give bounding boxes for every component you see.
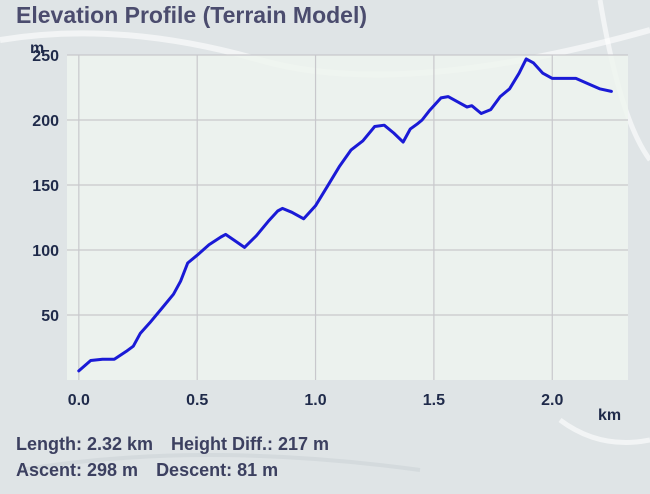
y-tick-label: 50 xyxy=(41,308,59,325)
x-tick-label: 1.0 xyxy=(304,392,326,409)
ascent-stat: Ascent: 298 m xyxy=(16,460,139,480)
y-axis-label: m xyxy=(30,40,44,57)
x-tick-label: 0.0 xyxy=(68,392,90,409)
x-tick-label: 0.5 xyxy=(186,392,208,409)
height-diff-stat: Height Diff.: 217 m xyxy=(171,434,330,454)
descent-stat: Descent: 81 m xyxy=(156,460,279,480)
elevation-line xyxy=(77,57,613,373)
stats-row-2: Ascent: 298 m Descent: 81 m xyxy=(16,460,278,481)
y-axis: 50 100 150 200 250 xyxy=(32,48,59,325)
plot-area xyxy=(67,55,628,380)
y-tick-label: 250 xyxy=(32,48,59,65)
x-tick-label: 1.5 xyxy=(423,392,445,409)
y-tick-label: 150 xyxy=(32,178,59,195)
stats-row-1: Length: 2.32 km Height Diff.: 217 m xyxy=(16,434,329,455)
x-axis-label: km xyxy=(598,407,621,424)
grid xyxy=(67,54,628,380)
x-axis: 0.0 0.5 1.0 1.5 2.0 xyxy=(68,392,564,409)
y-tick-label: 200 xyxy=(32,113,59,130)
length-stat: Length: 2.32 km xyxy=(16,434,154,454)
y-tick-label: 100 xyxy=(32,243,59,260)
chart-title: Elevation Profile (Terrain Model) xyxy=(16,2,368,28)
x-tick-label: 2.0 xyxy=(541,392,563,409)
